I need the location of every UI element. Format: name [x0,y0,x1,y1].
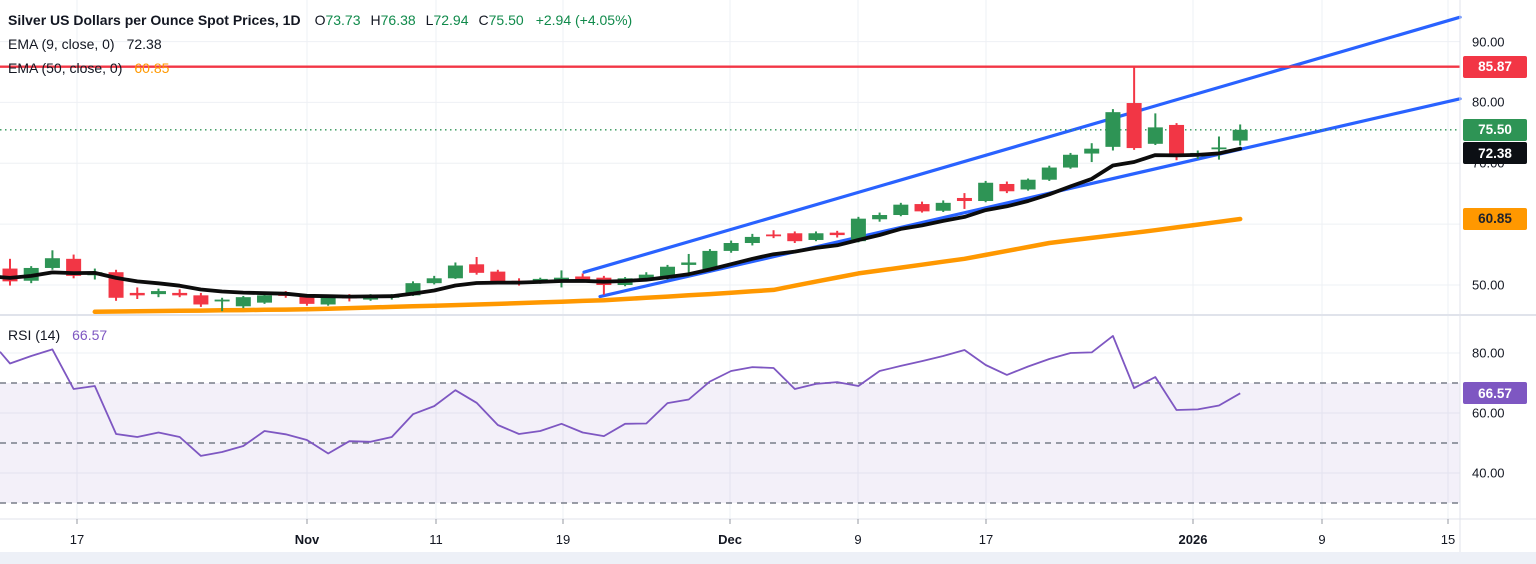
time-axis-label: Dec [718,532,742,547]
time-axis-label: 9 [1318,532,1326,547]
ema50-legend-row[interactable]: EMA (50, close, 0) 60.85 [8,56,632,80]
trendline-channel-upper[interactable] [582,15,1462,274]
pane-borders [0,0,1536,552]
rsi-line[interactable] [0,334,1241,457]
time-axis-label: 15 [1440,532,1456,547]
rsi-axis-label: 80.00 [1472,345,1505,361]
ema9-line[interactable] [0,146,1243,299]
time-axis-label: 17 [69,532,85,547]
ohlc-open: O73.73 [314,12,361,28]
price-axis-badge: 72.38 [1463,142,1527,164]
price-axis-badge: 85.87 [1463,55,1527,78]
rsi-overbought-oversold-band [0,382,1460,504]
ema9-value: 72.38 [126,36,162,52]
ema50-label: EMA (50, close, 0) [8,60,123,76]
rsi-axis-label: 60.00 [1472,405,1505,421]
ohlc-low: L72.94 [425,12,469,28]
symbol-row[interactable]: Silver US Dollars per Ounce Spot Prices,… [8,8,632,32]
ema50-value: 60.85 [134,60,170,76]
price-axis-label: 90.00 [1472,34,1505,50]
symbol-title: Silver US Dollars per Ounce Spot Prices,… [8,12,301,28]
rsi-legend-row[interactable]: RSI (14) 66.57 [8,327,107,343]
ema9-legend-row[interactable]: EMA (9, close, 0) 72.38 [8,32,632,56]
time-axis-label: 9 [854,532,862,547]
ema50-line[interactable] [92,216,1243,315]
time-axis-label: Nov [294,532,320,547]
gridlines [0,0,1460,519]
ohlc-high: H76.38 [370,12,416,28]
price-axis-label: 80.00 [1472,94,1505,110]
rsi-value: 66.57 [72,327,108,343]
price-change: +2.94 (+4.05%) [535,12,633,28]
rsi-axis-badge: 66.57 [1463,382,1527,405]
time-axis-label: 19 [555,532,571,547]
bottom-strip [0,552,1536,564]
ema9-label: EMA (9, close, 0) [8,36,115,52]
time-axis-ticks [76,519,1449,524]
price-axis-badge: 60.85 [1463,207,1527,230]
trendline-channel-lower[interactable] [598,97,1462,299]
price-axis-badge: 75.50 [1463,118,1527,141]
time-axis-label: 2026 [1178,532,1208,547]
time-axis-label: 11 [429,532,443,547]
rsi-label: RSI (14) [8,327,61,343]
price-axis-label: 50.00 [1472,277,1505,293]
time-axis[interactable] [0,519,1536,552]
ohlc-close: C75.50 [478,12,524,28]
rsi-axis-label: 40.00 [1472,465,1505,481]
time-axis-label: 17 [978,532,994,547]
chart-legend: Silver US Dollars per Ounce Spot Prices,… [8,8,632,80]
